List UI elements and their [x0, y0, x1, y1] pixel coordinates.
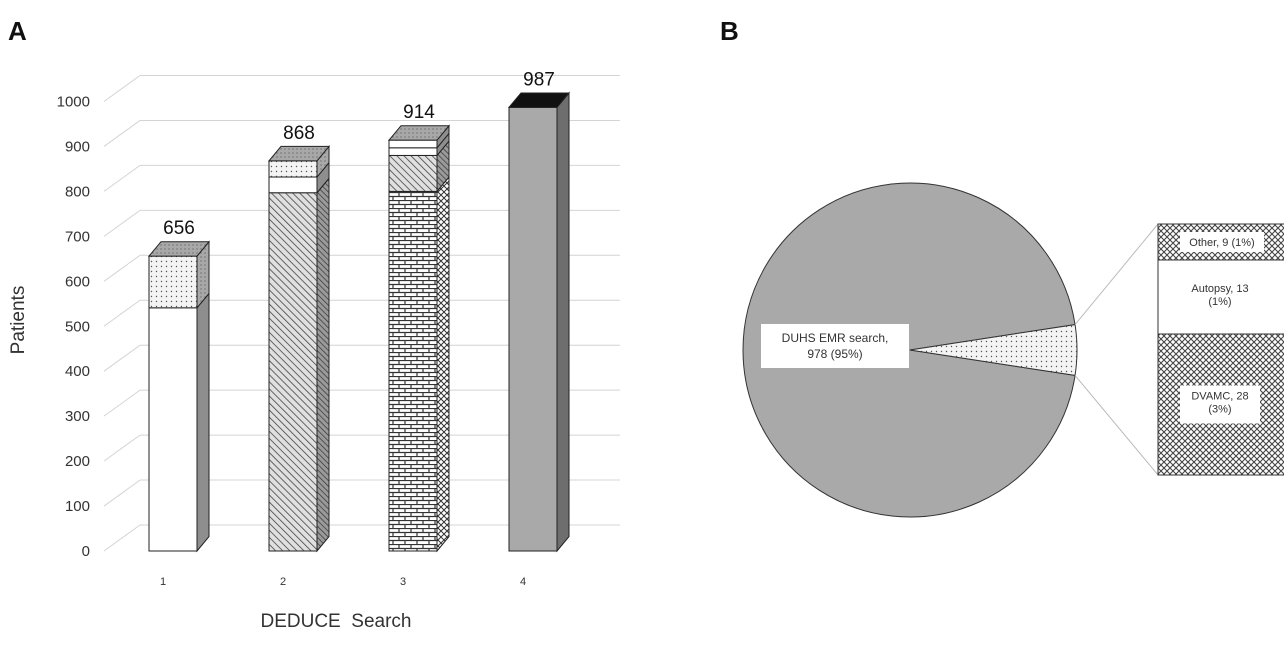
grid-line-diag [103, 299, 141, 327]
grid-line-diag [103, 120, 141, 147]
x-tick-label: 3 [400, 576, 406, 588]
grid-line-diag [103, 344, 141, 372]
bar-segment [388, 190, 438, 552]
bar-top [387, 125, 451, 141]
x-tick-label: 2 [280, 576, 286, 588]
breakout-label: Autopsy, 13 [1191, 283, 1248, 295]
grid-line-diag [103, 75, 141, 102]
y-tick-label: 1000 [57, 94, 90, 111]
bar-top [267, 145, 331, 162]
bar-total-labels: 656 868 914 987 [163, 69, 555, 239]
breakout-label: (1%) [1208, 296, 1231, 308]
y-tick-label: 500 [65, 318, 90, 335]
y-tick-label: 800 [65, 183, 90, 200]
pie-breakout: Other, 9 (1%)Autopsy, 13(1%)DVAMC, 28(3%… [1074, 223, 1284, 476]
panel-b-label: B [720, 16, 739, 46]
pie-chart: DUHS EMR search, 978 (95%) [742, 182, 1078, 518]
y-tick-label: 600 [65, 273, 90, 290]
svg-text:978 (95%): 978 (95%) [807, 347, 862, 361]
bar-2 [267, 145, 331, 553]
grid-line-diag [103, 254, 141, 282]
bar-segment [148, 307, 198, 552]
y-tick-label: 400 [65, 363, 90, 380]
x-tick-label: 1 [160, 576, 166, 588]
y-tick-label: 300 [65, 408, 90, 425]
y-tick-label: 900 [65, 138, 90, 155]
connector-bottom [1074, 375, 1159, 476]
x-axis-label: DEDUCE Search [261, 611, 412, 632]
breakout-segment: Autopsy, 13(1%) [1157, 259, 1284, 335]
bar-segment [388, 154, 438, 192]
grid-line-diag [103, 389, 141, 417]
bar-segment [388, 147, 438, 156]
grid-line-diag [103, 164, 141, 192]
grid-line-diag [103, 209, 141, 237]
bar-top [507, 92, 571, 108]
breakout-segment: DVAMC, 28(3%) [1157, 333, 1284, 476]
bar-total-label: 914 [403, 102, 435, 123]
bar-bars [147, 91, 571, 553]
x-tick-label: 4 [520, 576, 526, 588]
pie-slice-duhs [742, 182, 1076, 518]
pie-slice-other-sources [909, 324, 1078, 376]
bar-4 [507, 91, 571, 553]
bar-segment [508, 106, 558, 552]
panel-a-label: A [8, 16, 27, 46]
y-tick-label: 100 [65, 498, 90, 515]
bar-1 [147, 240, 211, 553]
y-axis-label: Patients [8, 286, 29, 355]
bar-segment [268, 160, 318, 178]
bar-segment [268, 176, 318, 194]
bar-segment-side [436, 175, 450, 553]
svg-text:DUHS EMR search,: DUHS EMR search, [782, 331, 889, 345]
bar-segment-side [556, 91, 570, 553]
y-tick-label: 700 [65, 228, 90, 245]
grid-line-diag [103, 524, 141, 552]
breakout-segment: Other, 9 (1%) [1157, 223, 1284, 261]
pie-label-duhs: DUHS EMR search, 978 (95%) [761, 324, 909, 368]
grid-line-diag [103, 479, 141, 507]
bar-segment [148, 255, 198, 309]
breakout-label: (3%) [1208, 404, 1231, 416]
bar-segment [388, 139, 438, 149]
y-tick-label: 200 [65, 453, 90, 470]
bar-3 [387, 124, 451, 553]
y-tick-label: 0 [82, 543, 90, 560]
breakout-label: Other, 9 (1%) [1189, 237, 1254, 249]
bar-segment [268, 192, 318, 552]
bar-total-label: 656 [163, 218, 195, 239]
bar-segment-side [316, 176, 330, 553]
connector-top [1074, 223, 1159, 325]
bar-total-label: 868 [283, 123, 315, 144]
breakout-label: DVAMC, 28 [1191, 391, 1248, 403]
bar-segment-side [196, 292, 210, 553]
bar-top [147, 241, 211, 257]
bar-total-label: 987 [523, 69, 555, 90]
grid-line-diag [103, 434, 141, 462]
bar-y-tick-labels: 0 100 200 300 400 500 600 700 800 900 1000 [57, 94, 90, 561]
bar-x-tick-labels: 1 2 3 4 [160, 576, 526, 588]
